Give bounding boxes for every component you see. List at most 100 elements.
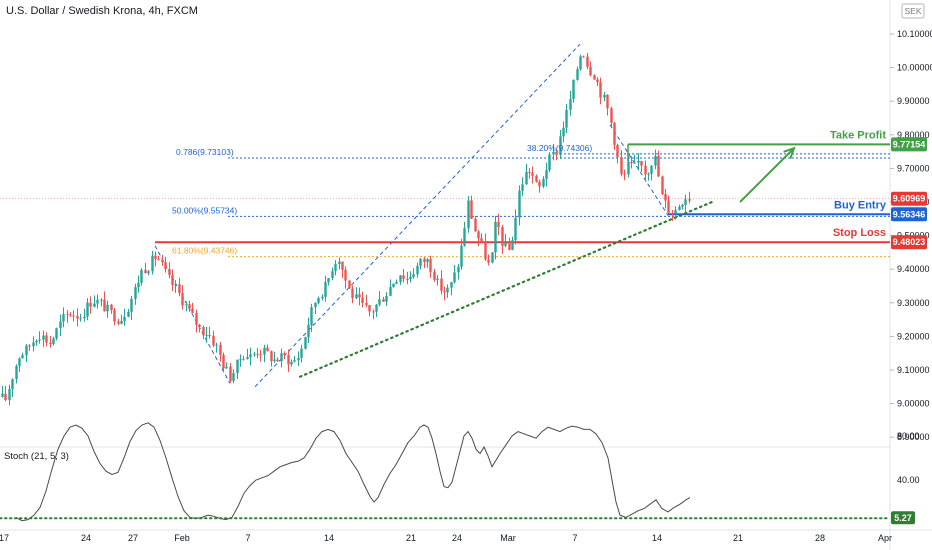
candle-body	[127, 311, 130, 317]
candle-body	[236, 359, 239, 374]
price-tag-bg	[891, 207, 927, 222]
candle-body	[436, 278, 439, 280]
candle-body	[467, 200, 470, 229]
candle-body	[684, 199, 687, 205]
candle-body	[674, 210, 677, 214]
candle-body	[321, 296, 324, 299]
time-tick-label: 14	[324, 533, 334, 543]
candle-body	[96, 299, 99, 304]
candle-body	[562, 127, 565, 137]
candle-body	[440, 278, 443, 291]
candle-body	[426, 259, 429, 262]
time-tick-label: 21	[733, 533, 743, 543]
stoch-label: Stoch (21, 5, 3)	[4, 451, 69, 462]
candle-body	[644, 165, 647, 175]
candle-body	[409, 277, 412, 280]
candle-body	[518, 190, 521, 218]
candle-body	[137, 282, 140, 288]
candle-body	[542, 178, 545, 187]
candle-body	[8, 389, 11, 401]
candle-body	[416, 265, 419, 275]
candle-body	[130, 298, 133, 312]
price-tick-label: 9.20000	[897, 331, 930, 341]
candle-body	[259, 354, 262, 356]
candle-body	[79, 318, 82, 320]
candle-body	[28, 345, 31, 347]
candle-body	[681, 204, 684, 207]
price-tick-label: 9.90000	[897, 96, 930, 106]
fib-level-label: 50.00%(9.55734)	[172, 205, 237, 215]
candle-body	[599, 82, 602, 98]
candle-body	[338, 261, 341, 265]
candle-body	[531, 172, 534, 176]
levels-layer	[0, 143, 890, 258]
price-tick-label: 9.10000	[897, 365, 930, 375]
candle-body	[157, 259, 160, 261]
candle-body	[232, 373, 235, 381]
candle-body	[110, 304, 113, 310]
candle-body	[100, 299, 103, 301]
candle-body	[69, 314, 72, 316]
candle-body	[620, 157, 623, 174]
currency-badge[interactable]: SEK	[901, 3, 925, 19]
candle-body	[545, 170, 548, 179]
candle-body	[35, 340, 38, 343]
candle-body	[453, 272, 456, 283]
stoch-tick-label: 80.00	[897, 431, 920, 441]
candle-body	[613, 122, 616, 145]
stoch-line	[15, 422, 691, 522]
candle-body	[378, 299, 381, 305]
candle-body	[392, 283, 395, 287]
candle-body	[307, 324, 310, 338]
candle-body	[508, 242, 511, 250]
time-tick-label: 28	[815, 533, 825, 543]
time-tick-label: Mar	[500, 533, 516, 543]
candle-body	[433, 271, 436, 280]
price-tag: 9.77154	[893, 139, 926, 149]
candle-body	[552, 151, 555, 155]
candle-body	[331, 271, 334, 279]
candle-body	[521, 184, 524, 191]
candle-body	[222, 354, 225, 369]
price-tick-label: 9.80000	[897, 130, 930, 140]
candle-body	[402, 275, 405, 279]
candle-body	[317, 298, 320, 303]
candle-body	[630, 161, 633, 163]
candle-body	[263, 347, 266, 355]
time-axis: 17 24 27 Feb 7 14 21 24 Mar 7 14 21 28 Apr	[0, 533, 892, 543]
candle-body	[375, 304, 378, 312]
candle-body	[103, 299, 106, 312]
candle-body	[576, 69, 579, 80]
candle-body	[140, 269, 143, 283]
candle-body	[606, 94, 609, 109]
stoch-pane	[0, 422, 891, 522]
candle-body	[25, 345, 28, 356]
candle-body	[181, 293, 184, 306]
candle-body	[406, 278, 409, 280]
candle-body	[480, 238, 483, 242]
trade-level-label: Take Profit	[830, 129, 886, 141]
candle-body	[446, 287, 449, 293]
candle-body	[368, 305, 371, 312]
trend-lines	[154, 43, 796, 388]
candle-body	[297, 357, 300, 361]
candle-body	[484, 241, 487, 260]
candle-body	[450, 282, 453, 288]
candle-body	[504, 242, 507, 246]
candle-body	[287, 354, 290, 365]
candle-body	[419, 258, 422, 266]
candle-body	[334, 264, 337, 272]
chart-title: U.S. Dollar / Swedish Krona, 4h, FXCM	[6, 5, 198, 17]
time-tick-label: 21	[406, 533, 416, 543]
current-price-tag-bg	[891, 191, 927, 206]
candle-body	[491, 252, 494, 263]
candle-body	[688, 199, 691, 201]
candle-body	[463, 228, 466, 246]
candle-body	[616, 144, 619, 158]
candle-body	[654, 155, 657, 166]
support-trendline	[298, 200, 714, 378]
candle-body	[205, 334, 208, 336]
trade-level-label: Buy Entry	[834, 199, 887, 211]
